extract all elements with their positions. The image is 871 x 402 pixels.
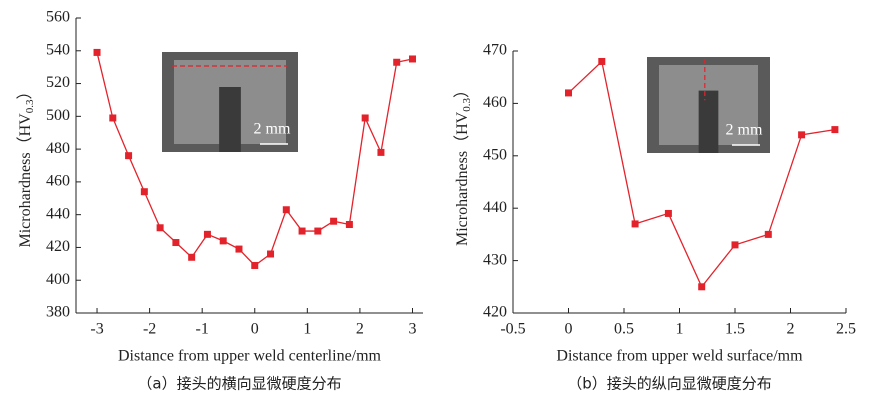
y-tick-label: 460 [46, 173, 70, 190]
x-tick-label: 0 [251, 321, 259, 338]
marker [330, 217, 338, 225]
marker [831, 126, 839, 134]
y-axis-label-part: 0.3 [461, 98, 473, 112]
marker [731, 241, 739, 249]
marker [235, 245, 243, 253]
inset-weld [219, 87, 241, 152]
x-tick-label: 1 [303, 321, 311, 338]
marker [109, 114, 117, 122]
x-tick-label: 0.5 [614, 321, 634, 338]
y-tick-label: 440 [483, 199, 507, 216]
caption: （b）接头的纵向显微硬度分布 [567, 375, 772, 393]
x-tick-label: 2 [356, 321, 364, 338]
marker [798, 131, 806, 139]
y-axis-label-part: Microhardness（HV [453, 111, 471, 246]
marker [393, 58, 401, 66]
y-tick-label: 430 [483, 251, 507, 268]
marker [267, 250, 275, 258]
marker [764, 230, 772, 238]
inset-weld [698, 90, 719, 153]
marker [156, 224, 164, 232]
y-tick-label: 470 [483, 42, 507, 59]
x-axis-label: Distance from upper weld surface/mm [556, 348, 803, 365]
y-axis-label: Microhardness（HV0.3） [453, 82, 473, 246]
y-axis-label-part: ） [16, 84, 34, 100]
y-tick-label: 540 [46, 41, 70, 58]
marker [314, 227, 322, 235]
x-tick-label: 1 [676, 321, 684, 338]
x-tick-label: 2.5 [836, 321, 856, 338]
x-tick-label: -3 [90, 321, 103, 338]
marker [377, 148, 385, 156]
y-tick-label: 460 [483, 94, 507, 111]
y-tick-label: 440 [46, 205, 70, 222]
y-tick-label: 400 [46, 271, 70, 288]
marker [172, 239, 180, 247]
marker [93, 48, 101, 56]
marker [203, 230, 211, 238]
inset-scale-label: 2 mm [254, 121, 291, 138]
inset: 2 mm [162, 52, 298, 152]
x-tick-label: 3 [408, 321, 416, 338]
y-axis-label-part: Microhardness（HV [16, 113, 34, 248]
x-tick-label: -2 [143, 321, 156, 338]
marker [125, 152, 133, 160]
y-tick-label: 560 [46, 9, 70, 26]
caption: （a）接头的横向显微硬度分布 [137, 375, 341, 393]
marker [565, 89, 572, 97]
x-tick-label: 1.5 [725, 321, 745, 338]
marker [251, 261, 259, 269]
x-tick-label: 0 [565, 321, 573, 338]
x-tick-label: -1 [196, 321, 209, 338]
marker [698, 283, 706, 291]
marker [361, 114, 369, 122]
marker [598, 57, 606, 65]
inset: 2 mm [647, 57, 770, 153]
y-tick-label: 450 [483, 146, 507, 163]
y-axis-label: Microhardness（HV0.3） [16, 84, 36, 248]
marker [188, 253, 196, 261]
marker [282, 206, 290, 214]
y-axis-label-part: 0.3 [24, 99, 36, 113]
marker [140, 188, 148, 196]
marker [631, 220, 639, 228]
marker [298, 227, 306, 235]
x-tick-label: 2 [787, 321, 795, 338]
y-tick-label: 420 [483, 304, 507, 321]
marker [408, 55, 416, 63]
marker [664, 209, 672, 217]
inset-scale-label: 2 mm [726, 122, 763, 139]
y-tick-label: 480 [46, 140, 70, 157]
x-tick-label: -0.5 [500, 321, 525, 338]
marker [345, 221, 353, 228]
y-tick-label: 420 [46, 238, 70, 255]
x-axis-label: Distance from upper weld centerline/mm [118, 348, 382, 365]
y-tick-label: 500 [46, 107, 70, 124]
y-tick-label: 380 [46, 304, 70, 321]
y-axis-label-part: ） [453, 82, 471, 98]
marker [219, 237, 227, 245]
y-tick-label: 520 [46, 74, 70, 91]
